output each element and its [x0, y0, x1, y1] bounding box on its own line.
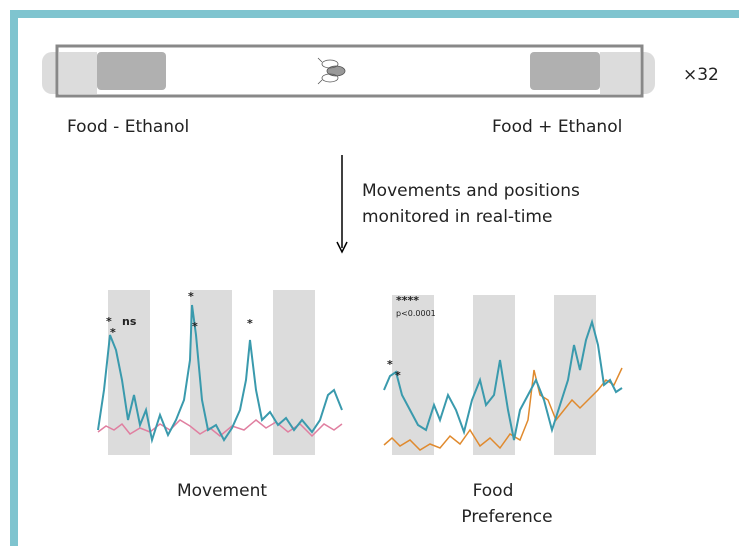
annotation: *: [110, 326, 116, 339]
left-label: Food - Ethanol: [67, 117, 189, 137]
figure: ×32 Food - Ethanol Food + Ethanol Moveme…: [0, 0, 739, 546]
arrow: [337, 155, 347, 252]
multiplier: ×32: [683, 65, 719, 85]
annotation: *: [188, 290, 194, 303]
annotation: ns: [122, 315, 137, 328]
annotation: *: [395, 369, 401, 382]
annotation: *: [247, 317, 253, 330]
right-label: Food + Ethanol: [492, 117, 622, 137]
preference-plot: [384, 295, 622, 455]
top-bar: [10, 10, 739, 18]
annotation: *: [387, 358, 393, 371]
annotation: p<0.0001: [396, 309, 436, 318]
annotation: *: [192, 320, 198, 333]
arrow-label: monitored in real-time: [362, 207, 552, 227]
annotation: ****: [396, 294, 419, 307]
panel-title: Food: [473, 481, 514, 501]
panel-title: Movement: [177, 481, 267, 501]
tube: [42, 46, 655, 96]
left-bar: [10, 10, 18, 546]
panel-title: Preference: [461, 507, 552, 527]
arrow-label: Movements and positions: [362, 181, 580, 201]
